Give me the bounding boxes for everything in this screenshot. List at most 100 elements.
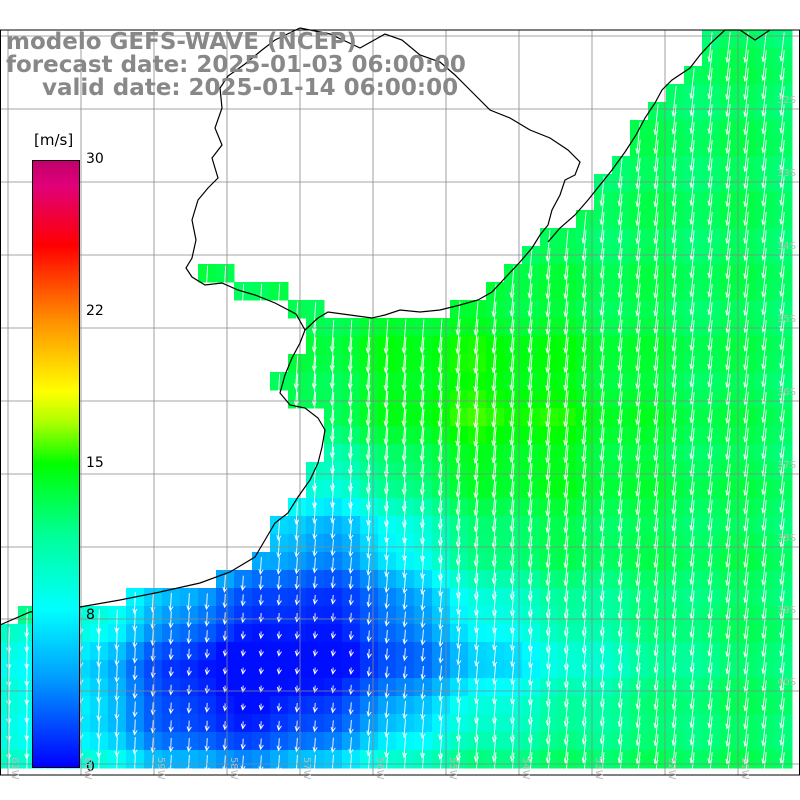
wind-arrow (168, 648, 174, 661)
wind-arrow (366, 736, 372, 757)
wind-arrow (240, 575, 246, 592)
wind-arrow (114, 609, 120, 634)
wind-arrow (276, 738, 282, 752)
wind-arrow (204, 593, 210, 611)
wind-arrow (204, 720, 210, 732)
wind-arrow (132, 737, 138, 755)
wind-arrow (168, 666, 174, 677)
wind-arrow (438, 610, 444, 631)
wind-arrow (456, 610, 462, 633)
wind-arrow (347, 373, 353, 407)
wind-arrow (204, 755, 210, 774)
wind-arrow (348, 737, 354, 755)
wind-arrow (114, 682, 120, 702)
wind-arrow (348, 483, 354, 509)
wind-arrow (420, 700, 426, 720)
wind-arrow (240, 721, 246, 730)
wind-arrow (168, 592, 174, 612)
wind-arrow (294, 538, 300, 558)
wind-arrow (114, 646, 120, 666)
wind-arrow (312, 594, 318, 605)
coastline (0, 27, 581, 626)
wind-arrow (150, 720, 156, 734)
wind-arrow (689, 752, 695, 783)
wind-arrow (330, 737, 336, 754)
wind-arrow (779, 752, 785, 783)
wind-arrow (312, 702, 318, 713)
wind-arrow (473, 752, 479, 783)
wind-arrow (222, 593, 228, 609)
wind-arrow (347, 391, 353, 425)
lat-label: 39S (776, 605, 796, 616)
wind-arrow (455, 752, 461, 782)
wind-arrow (366, 630, 372, 643)
wind-arrow (366, 701, 372, 718)
wind-arrow (366, 753, 372, 778)
wind-arrow (402, 701, 408, 720)
wind-arrow (240, 631, 246, 640)
wind-arrow (384, 718, 390, 738)
wind-arrow (294, 576, 300, 590)
wind-arrow (311, 373, 317, 407)
wind-arrow (348, 649, 354, 657)
wind-arrow (6, 645, 12, 670)
wind-arrow (186, 648, 192, 660)
wind-arrow (114, 628, 120, 651)
wind-arrow (347, 337, 353, 372)
wind-arrow (330, 446, 336, 475)
wind-arrow (114, 718, 120, 738)
wind-arrow (96, 700, 102, 722)
wind-arrow (276, 575, 282, 591)
wind-arrow (366, 648, 372, 659)
wind-arrow (510, 664, 516, 685)
wind-arrow (294, 737, 300, 753)
coastline-north (547, 29, 771, 243)
wind-arrow (276, 755, 282, 774)
wind-arrow (222, 755, 228, 773)
wind-arrow (132, 701, 138, 718)
wind-arrow (132, 719, 138, 736)
wind-arrow (311, 391, 317, 425)
wind-arrow (96, 682, 102, 703)
wind-arrow (329, 319, 335, 353)
wind-arrow (330, 649, 336, 657)
wind-arrow (258, 738, 264, 751)
lon-label: 61W (9, 757, 20, 780)
wind-arrow (186, 720, 192, 733)
wind-arrow (420, 574, 426, 595)
wind-arrow (311, 337, 317, 372)
wind-arrow (6, 663, 12, 688)
wind-arrow (312, 667, 318, 675)
wind-arrow (653, 751, 659, 784)
wind-arrow (384, 701, 390, 719)
wind-arrow (222, 630, 228, 642)
wind-arrow (24, 663, 30, 687)
wind-arrow (204, 630, 210, 644)
wind-arrow (402, 593, 408, 611)
wind-arrow (527, 752, 533, 783)
wind-arrow (276, 720, 282, 732)
wind-arrow (276, 594, 282, 606)
wind-arrow (348, 539, 354, 558)
wind-arrow (240, 703, 246, 711)
wind-arrow (366, 575, 372, 592)
lat-label: 36S (776, 387, 796, 398)
wind-arrow (365, 355, 371, 391)
wind-arrow (150, 684, 156, 697)
wind-arrow (276, 538, 282, 559)
wind-arrow (186, 737, 192, 753)
wind-arrow (186, 667, 192, 677)
wind-arrow (257, 283, 263, 317)
wind-arrow (221, 265, 228, 299)
wind-arrow (456, 646, 462, 666)
wind-arrow (132, 665, 138, 681)
wind-arrow (420, 665, 426, 681)
wind-arrow (222, 612, 228, 625)
wind-arrow (492, 664, 498, 685)
wind-arrow (365, 336, 371, 373)
wind-arrow (312, 613, 318, 623)
wind-arrow (366, 719, 372, 737)
wind-arrow (24, 627, 30, 653)
wind-arrow (312, 483, 318, 509)
